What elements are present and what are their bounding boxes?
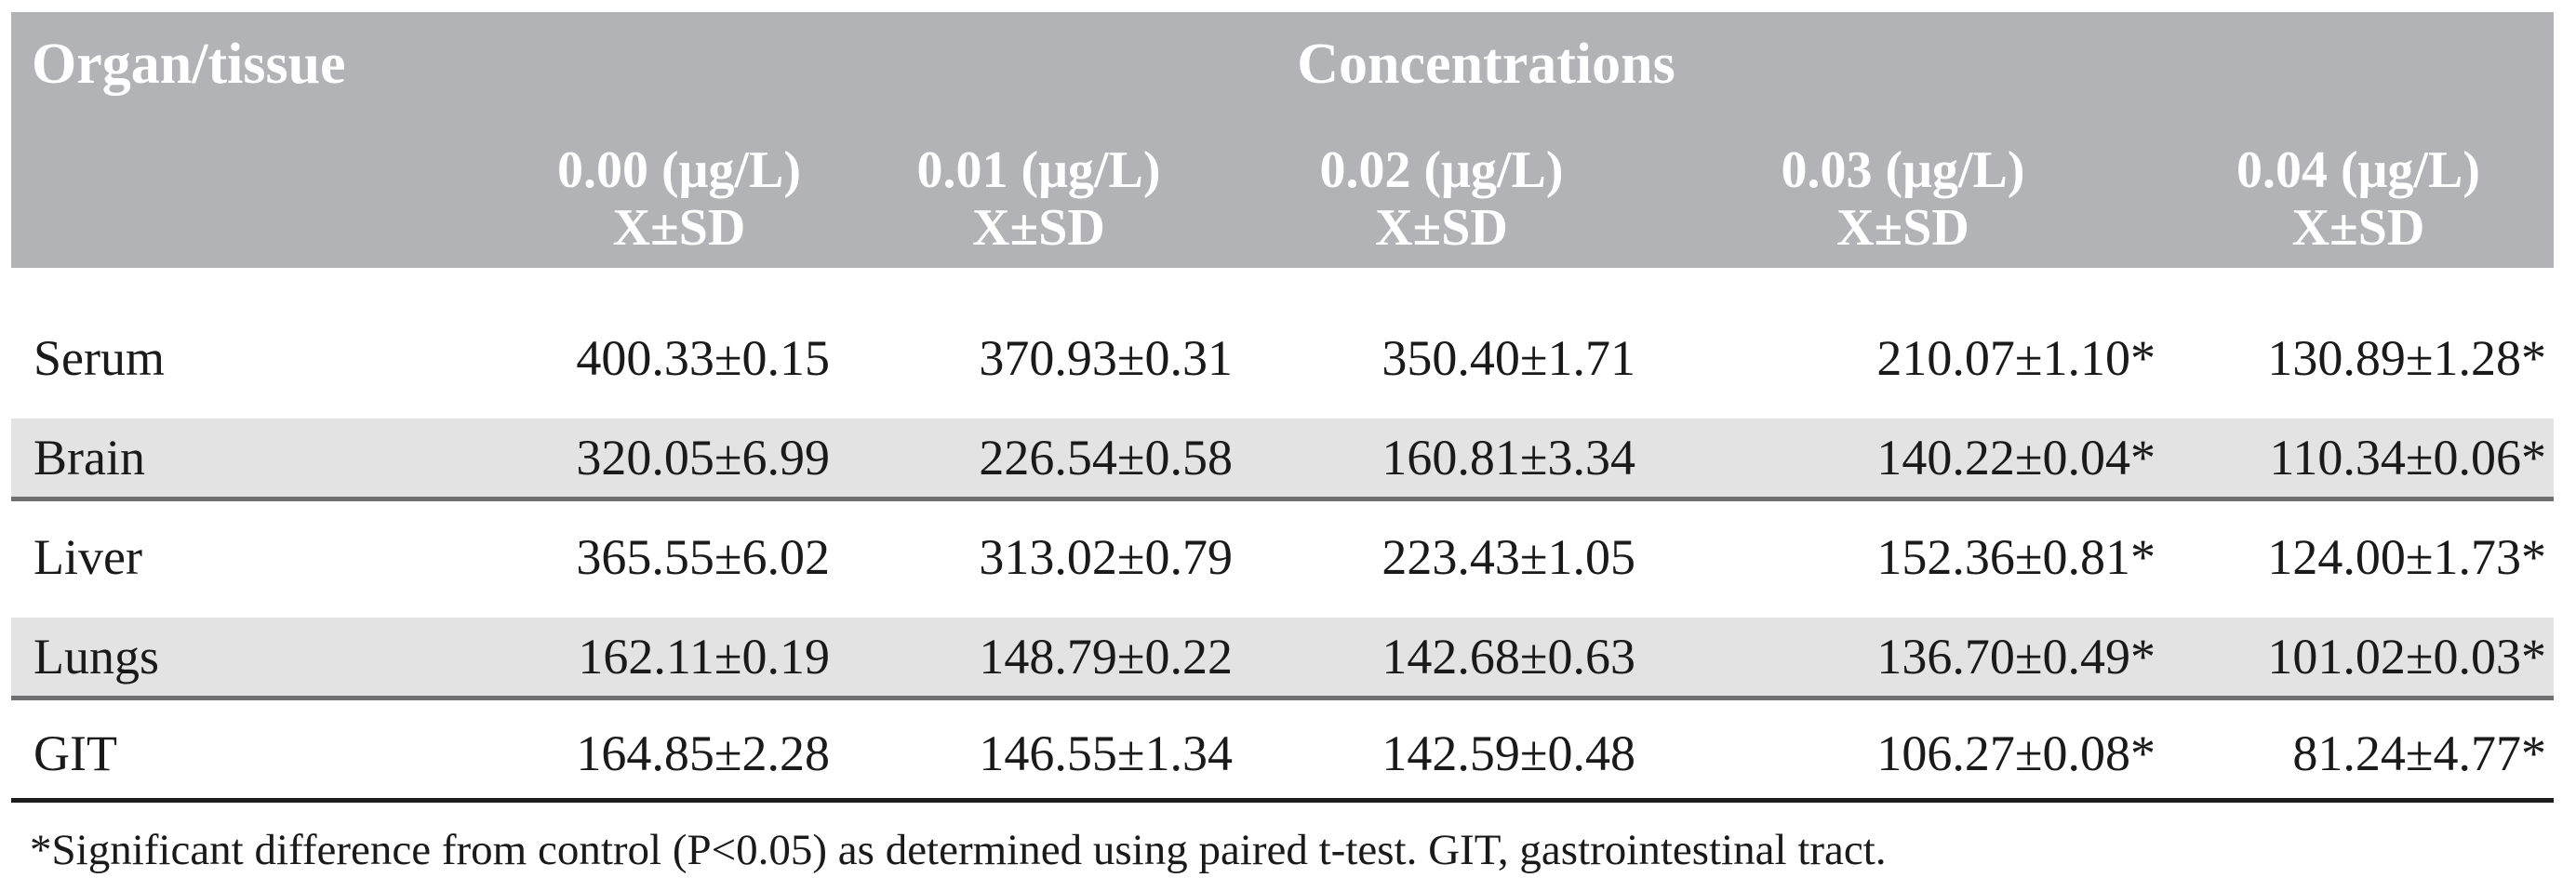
table-row-git: GIT 164.85±2.28 146.55±1.34 142.59±0.48 … bbox=[11, 708, 2554, 803]
table-row-lungs: Lungs 162.11±0.19 148.79±0.22 142.68±0.6… bbox=[11, 618, 2554, 700]
value-cell: 164.85±2.28 bbox=[576, 725, 830, 781]
value-cell: 110.34±0.06* bbox=[2269, 430, 2546, 485]
column-header-0.04: 0.04 (μg/L) X±SD bbox=[2163, 98, 2554, 268]
value-cell: 130.89±1.28* bbox=[2267, 330, 2546, 386]
concentration-label: 0.00 (μg/L) bbox=[557, 141, 801, 199]
mean-sd-label: X±SD bbox=[1375, 199, 1508, 257]
column-header-0.02: 0.02 (μg/L) X±SD bbox=[1240, 98, 1643, 268]
value-cell: 320.05±6.99 bbox=[576, 430, 830, 485]
value-cell: 400.33±0.15 bbox=[576, 330, 830, 386]
mean-sd-label: X±SD bbox=[1836, 199, 1969, 257]
table-footnote: *Significant difference from control (P<… bbox=[30, 826, 1887, 874]
value-cell: 313.02±0.79 bbox=[979, 529, 1233, 585]
value-cell: 226.54±0.58 bbox=[979, 430, 1233, 485]
organ-name: Lungs bbox=[33, 629, 159, 685]
concentration-label: 0.01 (μg/L) bbox=[916, 141, 1161, 199]
organ-name: Serum bbox=[33, 330, 165, 386]
organ-name: Brain bbox=[33, 430, 145, 485]
value-cell: 210.07±1.10* bbox=[1876, 330, 2156, 386]
value-cell: 350.40±1.71 bbox=[1381, 330, 1635, 386]
value-cell: 81.24±4.77* bbox=[2292, 725, 2546, 781]
concentration-label: 0.04 (μg/L) bbox=[2236, 141, 2480, 199]
table-row-liver: Liver 365.55±6.02 313.02±0.79 223.43±1.0… bbox=[11, 508, 2554, 606]
mean-sd-label: X±SD bbox=[2291, 199, 2425, 257]
table-header: Organ/tissue Concentrations 0.00 (μg/L) … bbox=[11, 12, 2554, 268]
value-cell: 152.36±0.81* bbox=[1876, 529, 2156, 585]
value-cell: 162.11±0.19 bbox=[578, 629, 830, 685]
organ-name: GIT bbox=[33, 725, 117, 781]
value-cell: 136.70±0.49* bbox=[1876, 629, 2156, 685]
value-cell: 101.02±0.03* bbox=[2267, 629, 2546, 685]
column-header-0.01: 0.01 (μg/L) X±SD bbox=[837, 98, 1240, 268]
value-cell: 160.81±3.34 bbox=[1381, 430, 1635, 485]
value-cell: 370.93±0.31 bbox=[979, 330, 1233, 386]
value-cell: 106.27±0.08* bbox=[1876, 725, 2156, 781]
concentrations-group-header: Concentrations bbox=[1297, 33, 1675, 96]
organ-name: Liver bbox=[33, 529, 142, 585]
value-cell: 146.55±1.34 bbox=[979, 725, 1233, 781]
value-cell: 140.22±0.04* bbox=[1876, 430, 2156, 485]
mean-sd-label: X±SD bbox=[972, 199, 1105, 257]
organ-tissue-column-header: Organ/tissue bbox=[32, 33, 346, 96]
concentration-label: 0.03 (μg/L) bbox=[1781, 141, 2025, 199]
value-cell: 124.00±1.73* bbox=[2267, 529, 2546, 585]
column-header-0.00: 0.00 (μg/L) X±SD bbox=[521, 98, 837, 268]
table-row-brain: Brain 320.05±6.99 226.54±0.58 160.81±3.3… bbox=[11, 419, 2554, 501]
value-cell: 365.55±6.02 bbox=[576, 529, 830, 585]
value-cell: 223.43±1.05 bbox=[1381, 529, 1635, 585]
value-cell: 142.59±0.48 bbox=[1381, 725, 1635, 781]
value-cell: 142.68±0.63 bbox=[1381, 629, 1635, 685]
mean-sd-label: X±SD bbox=[612, 199, 746, 257]
concentration-label: 0.02 (μg/L) bbox=[1319, 141, 1564, 199]
data-table: Organ/tissue Concentrations 0.00 (μg/L) … bbox=[11, 12, 2554, 877]
table-row-serum: Serum 400.33±0.15 370.93±0.31 350.40±1.7… bbox=[11, 309, 2554, 407]
value-cell: 148.79±0.22 bbox=[979, 629, 1233, 685]
column-header-0.03: 0.03 (μg/L) X±SD bbox=[1643, 98, 2163, 268]
